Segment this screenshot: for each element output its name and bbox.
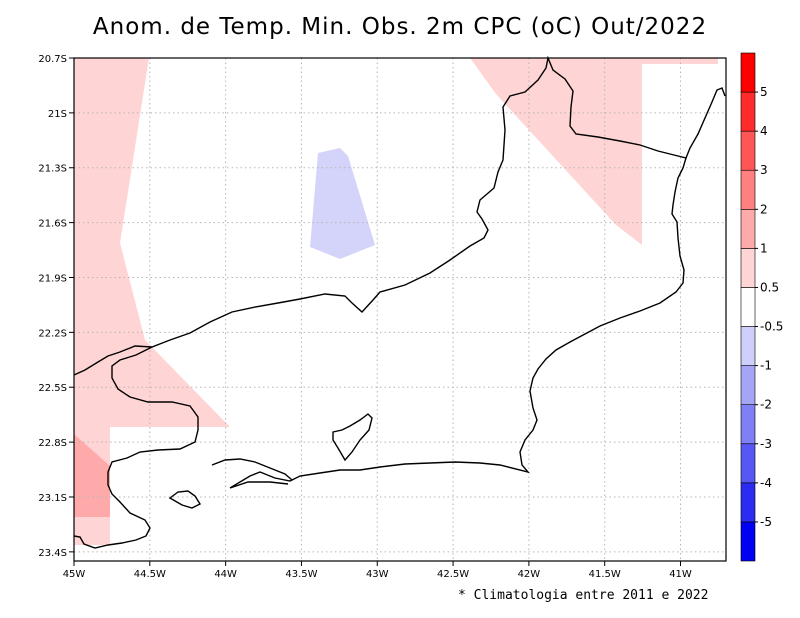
colorbar-label: -1 [760,359,772,373]
colorbar-swatch [740,482,756,523]
anomaly-region-west-positive [74,58,230,545]
colorbar-swatch [740,169,756,210]
climatology-footnote: * Climatologia entre 2011 e 2022 [458,588,709,603]
colorbar-label: -5 [760,515,772,529]
colorbar-label: 1 [760,241,768,255]
lon-tick-label: 41.5W [589,569,621,580]
state-boundaries [73,55,726,549]
colorbar-swatch [740,365,756,405]
lon-tick-label: 42W [518,569,541,580]
rio-de-janeiro-state-outline [73,55,687,489]
lon-tick-label: 41W [669,569,692,580]
colorbar-label: 0.5 [760,280,779,294]
map-title: Anom. de Temp. Min. Obs. 2m CPC (oC) Out… [92,14,708,40]
colorbar-swatch [740,287,756,327]
colorbar-swatch [740,326,756,366]
ilha-grande-island [168,490,202,509]
lat-tick-label: 22.2S [38,328,67,339]
lat-tick-label: 21.6S [38,219,67,230]
lon-tick-label: 43W [366,569,389,580]
lon-tick-label: 42.5W [437,569,469,580]
colorbar-swatch [740,521,756,562]
lat-tick-label: 21.9S [38,273,67,284]
colorbar-swatch [740,130,756,171]
lat-tick-label: 22.8S [38,438,67,449]
anomaly-region-northeast-positive [470,58,718,245]
sepetiba-bay-coast [211,458,293,481]
rio-de-janeiro-western-boundary [73,346,199,549]
anomaly-region-negative [310,148,375,259]
lon-tick-label: 45W [63,569,86,580]
anomaly-region-southwest-strong-positive [74,434,110,517]
latitude-tick-labels: 20.7S 21S 21.3S 21.6S 21.9S 22.2S 22.5S 22.8S 23… [38,54,74,559]
lat-tick-label: 23.4S [38,548,67,559]
colorbar-swatch [740,91,756,132]
guanabara-bay-island [332,413,373,462]
lat-tick-label: 21S [48,109,67,120]
colorbar-label: -3 [760,437,772,451]
colorbar-label: -0.5 [760,320,783,334]
lat-tick-label: 22.5S [38,383,67,394]
colorbar-label: 5 [760,85,768,99]
lat-tick-label: 21.3S [38,164,67,175]
colorbar-label: 3 [760,163,768,177]
lon-tick-label: 44W [214,569,237,580]
colorbar-label: -4 [760,476,772,490]
colorbar-swatch [740,52,756,93]
map-frame [73,57,727,562]
colorbar-swatch [740,404,756,445]
lat-tick-label: 20.7S [38,54,67,65]
lat-tick-label: 23.1S [38,493,67,504]
colorbar-label: 2 [760,202,768,216]
colorbar-label: 4 [760,124,768,138]
espirito-santo-coastline [685,87,726,159]
longitude-tick-labels: 45W 44.5W 44W 43.5W 43W 42.5W 42W 41.5W 41W [63,561,692,580]
lon-tick-label: 43.5W [285,569,317,580]
colorbar-swatch [740,443,756,484]
colorbar-label: -2 [760,398,772,412]
colorbar-swatch [740,248,756,288]
anomaly-shading [74,58,718,545]
colorbar: -5 -4 -3 -2 -1 -0.5 0.5 1 2 3 4 5 [740,52,783,562]
colorbar-swatch [740,209,756,249]
lon-tick-label: 44.5W [134,569,166,580]
